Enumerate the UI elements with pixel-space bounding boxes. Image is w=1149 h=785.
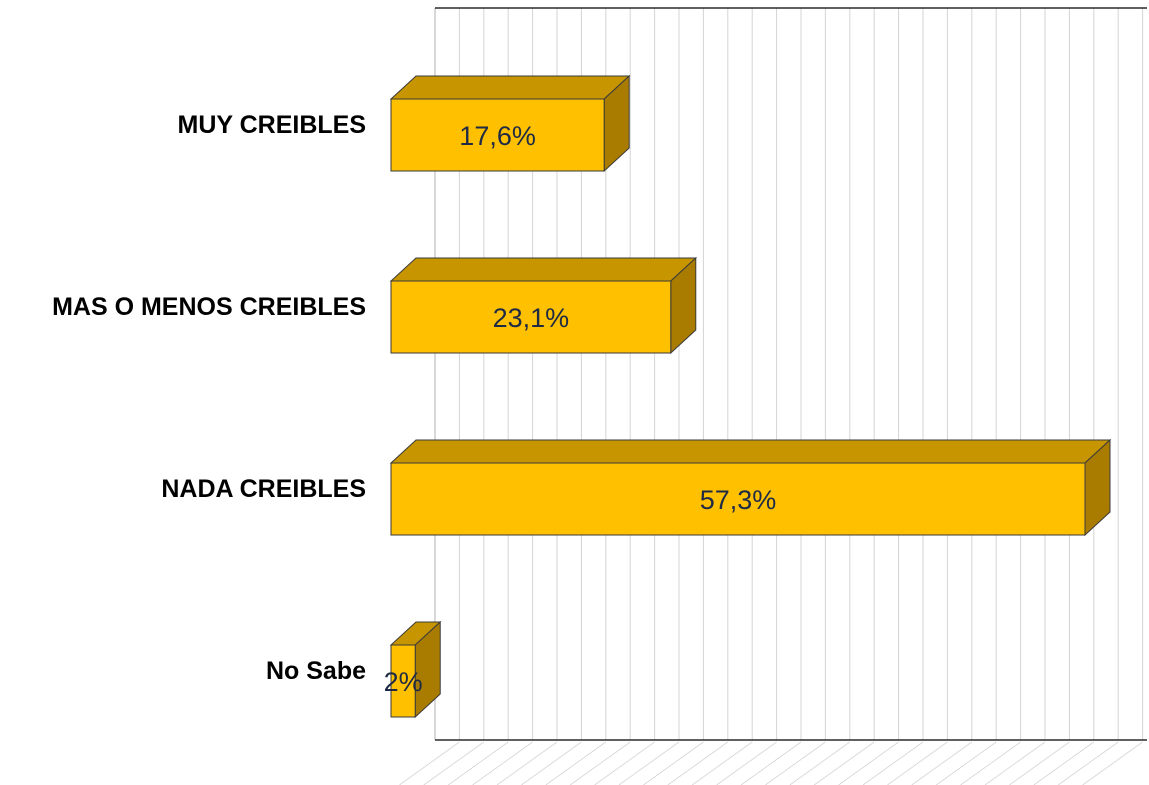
floor-gridline — [1057, 741, 1119, 785]
floor-gridline — [765, 741, 826, 785]
category-label-nada-creibles: NADA CREIBLES — [161, 475, 366, 503]
data-label-mas-o-menos-creibles: 23,1% — [493, 303, 570, 333]
floor-gridline — [1009, 741, 1070, 785]
data-label-muy-creibles: 17,6% — [459, 121, 536, 151]
bar-top-nada-creibles — [389, 439, 1112, 464]
floor-gridline — [691, 741, 753, 785]
floor-gridline — [521, 741, 582, 785]
floor-gridline — [862, 741, 924, 785]
floor-gridline — [667, 741, 729, 785]
bar-muy-creibles — [390, 98, 605, 172]
floor-gridline — [911, 741, 973, 785]
data-label-nada-creibles: 57,3% — [700, 485, 777, 515]
floor-gridline — [1033, 741, 1095, 785]
floor-gridline — [447, 741, 509, 785]
floor-gridline — [984, 741, 1046, 785]
bar-top-muy-creibles — [389, 75, 631, 100]
floor-gridline — [643, 741, 704, 785]
floor-gridline — [569, 741, 631, 785]
category-label-mas-o-menos-creibles: MAS O MENOS CREIBLES — [52, 293, 366, 321]
data-label-no-sabe: 2% — [384, 667, 423, 697]
floor-gridline — [423, 741, 485, 785]
bar-no-sabe — [390, 644, 416, 718]
floor-gridline — [496, 741, 558, 785]
category-label-muy-creibles: MUY CREIBLES — [178, 111, 366, 139]
floor-gridline — [716, 741, 777, 785]
floor-gridline — [887, 741, 948, 785]
floor-gridline — [545, 741, 607, 785]
category-label-no-sabe: No Sabe — [266, 657, 366, 685]
floor-gridline — [472, 741, 533, 785]
floor-gridline — [594, 741, 655, 785]
bar-nada-creibles — [390, 462, 1086, 536]
floor-gridline — [813, 741, 875, 785]
floor-gridline — [740, 741, 802, 785]
floor-gridline — [789, 741, 851, 785]
floor-gridline — [960, 741, 1021, 785]
floor-gridline — [838, 741, 899, 785]
bar-top-mas-o-menos-creibles — [389, 257, 698, 282]
floor-gridline — [399, 741, 460, 785]
floor-gridline — [1082, 741, 1143, 785]
bar-mas-o-menos-creibles — [390, 280, 672, 354]
floor-gridline — [935, 741, 997, 785]
floor-gridline — [618, 741, 680, 785]
